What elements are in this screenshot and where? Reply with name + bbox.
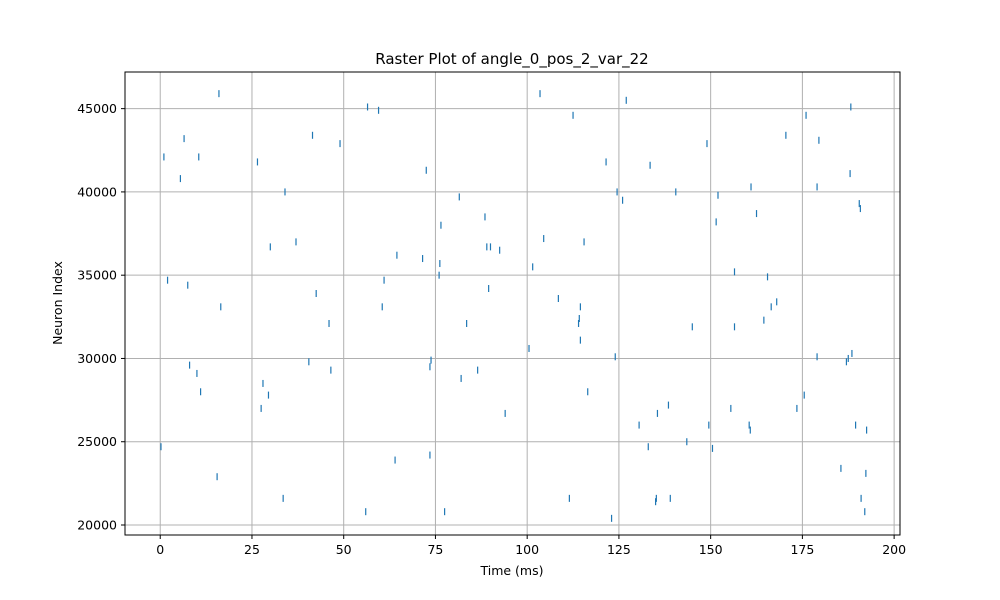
y-axis-title: Neuron Index — [50, 261, 65, 345]
chart-title: Raster Plot of angle_0_pos_2_var_22 — [375, 50, 648, 69]
x-tick-label: 150 — [699, 542, 723, 557]
x-tick-label: 75 — [427, 542, 443, 557]
y-tick-label: 40000 — [77, 184, 117, 199]
axis-ticks: 0 25 50 75 100 125 150 175 200 20000 25000 30000 350… — [77, 101, 906, 557]
x-tick-label: 175 — [790, 542, 814, 557]
x-tick-label: 125 — [607, 542, 631, 557]
x-tick-label: 200 — [882, 542, 906, 557]
spike-marks — [160, 90, 868, 522]
y-tick-label: 30000 — [77, 351, 117, 366]
x-tick-label: 50 — [336, 542, 352, 557]
y-tick-label: 35000 — [77, 268, 117, 283]
x-tick-label: 25 — [244, 542, 260, 557]
y-tick-label: 25000 — [77, 434, 117, 449]
x-axis-title: Time (ms) — [479, 563, 543, 578]
x-tick-label: 100 — [515, 542, 539, 557]
y-tick-label: 45000 — [77, 101, 117, 116]
y-tick-label: 20000 — [77, 518, 117, 533]
plot-frame — [124, 71, 901, 536]
grid — [125, 72, 900, 535]
x-tick-label: 0 — [156, 542, 164, 557]
